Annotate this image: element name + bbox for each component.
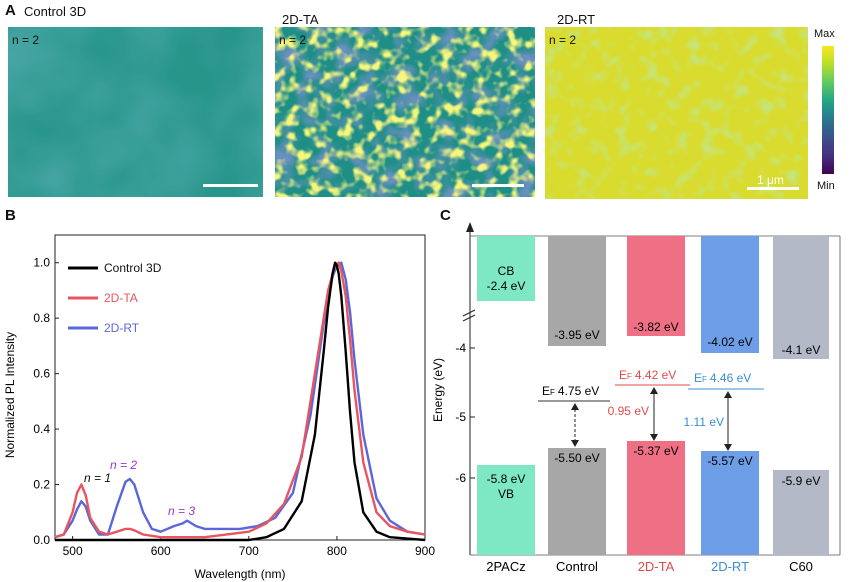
panel-c-label: C — [440, 207, 451, 224]
c60-cb-value: -4.1 eV — [782, 343, 821, 357]
2d-ta-ef-label: EF 4.42 eV — [619, 368, 676, 382]
2pacz-cb-bar — [477, 236, 535, 301]
arrowhead — [650, 387, 658, 394]
x-tick-label: 700 — [239, 544, 259, 558]
annotation-n3: n = 3 — [168, 504, 195, 518]
column-label-c60: C60 — [789, 559, 813, 574]
plot-frame — [54, 234, 426, 541]
x-tick-label: 800 — [327, 544, 347, 558]
y-axis-label: Energy (eV) — [431, 358, 445, 422]
arrowhead — [571, 440, 579, 447]
chart-legend: Control 3D 2D-TA 2D-RT — [68, 261, 162, 335]
colorbar-max-label: Max — [814, 28, 835, 40]
control-3d-title: Control 3D — [24, 4, 87, 19]
series-line-control-3d — [55, 261, 426, 542]
2pacz-vb-bar — [477, 465, 535, 555]
column-label-control: Control — [556, 559, 598, 574]
y-axis-label: Normalized PL Intensity — [3, 332, 17, 458]
y-tick-label: 1.0 — [33, 256, 50, 270]
legend-label: 2D-RT — [104, 321, 140, 335]
y-tick-label: 0.4 — [33, 422, 50, 436]
control-ef-label: EF 4.75 eV — [542, 384, 599, 398]
cb-label: CB — [498, 264, 515, 278]
x-tick-label: 600 — [151, 544, 171, 558]
series-line-2d-rt — [54, 261, 426, 539]
panel-a-label: A — [5, 2, 16, 19]
control-3d-pl-map: n = 2 — [8, 27, 263, 197]
control-vb-bar — [548, 448, 606, 555]
2d-ta-title: 2D-TA — [282, 12, 319, 27]
arrowhead — [724, 444, 732, 451]
2pacz-vb-value: -5.8 eV — [487, 472, 526, 486]
control-cb-bar — [548, 236, 606, 346]
x-tick-label: 900 — [415, 544, 435, 558]
scale-text: 1 μm — [757, 173, 784, 187]
2d-rt-cb-value: -4.02 eV — [707, 335, 752, 349]
2d-ta-vb-value: -5.37 eV — [633, 444, 678, 458]
arrowhead — [724, 391, 732, 398]
2d-ta-pl-texture — [275, 27, 535, 197]
2d-rt-vb-bar — [701, 451, 759, 555]
colorbar — [822, 46, 834, 174]
c60-vb-bar — [773, 470, 829, 555]
y-tick-label: 0.0 — [33, 533, 50, 547]
energy-level-diagram: -4 -5 -6 Energy (eV) CB -2.4 eV -5.8 eV … — [431, 222, 841, 574]
scale-bar — [203, 184, 258, 187]
n-label: n = 2 — [279, 33, 307, 47]
scale-bar — [747, 187, 799, 190]
column-label-2pacz: 2PACz — [486, 559, 526, 574]
y-tick-label: 0.8 — [33, 311, 50, 325]
y-tick-label: 0.2 — [33, 478, 50, 492]
c60-cb-bar — [773, 236, 829, 359]
panel-b-label: B — [5, 207, 16, 224]
chart-series — [54, 261, 426, 542]
y-axis-arrow — [466, 222, 474, 232]
2d-ta-cb-value: -3.82 eV — [633, 320, 678, 334]
legend-label: 2D-TA — [104, 291, 138, 305]
y-tick-label: -4 — [455, 341, 466, 355]
n-label: n = 2 — [12, 33, 40, 47]
x-axis-label: Wavelength (nm) — [195, 567, 286, 581]
colorbar-min-label: Min — [817, 180, 835, 192]
2d-rt-gap-value: 1.11 eV — [684, 415, 724, 429]
2d-rt-vb-value: -5.57 eV — [707, 454, 752, 468]
c60-vb-value: -5.9 eV — [782, 474, 821, 488]
2d-rt-pl-texture — [545, 27, 808, 199]
arrowhead — [650, 434, 658, 441]
y-tick-label: 0.6 — [33, 367, 50, 381]
control-vb-value: -5.50 eV — [554, 451, 599, 465]
axis-break-mark — [462, 309, 476, 317]
2d-rt-ef-label: EF 4.46 eV — [694, 371, 751, 385]
arrowhead — [571, 403, 579, 410]
y-tick-label: -6 — [455, 471, 466, 485]
2d-ta-cb-bar — [627, 236, 685, 336]
y-tick-label: -5 — [455, 410, 466, 424]
2d-ta-gap-value: 0.95 eV — [608, 404, 649, 418]
annotation-n1: n = 1 — [84, 471, 111, 485]
2d-ta-pl-map: n = 2 — [275, 27, 535, 197]
vb-label: VB — [498, 487, 514, 501]
2d-rt-cb-bar — [701, 236, 759, 353]
x-tick-label: 500 — [63, 544, 83, 558]
control-3d-pl-texture — [8, 27, 263, 197]
n-label: n = 2 — [549, 33, 577, 47]
column-label-2d-ta: 2D-TA — [638, 559, 675, 574]
2pacz-cb-value: -2.4 eV — [487, 279, 526, 293]
column-label-2d-rt: 2D-RT — [711, 559, 749, 574]
2d-rt-title: 2D-RT — [557, 12, 596, 27]
series-line-2d-ta — [54, 261, 426, 539]
2d-ta-vb-bar — [627, 441, 685, 555]
axis-break-mark — [462, 314, 476, 322]
pl-spectrum-chart: 500 600 700 800 900 0.0 0.2 0.4 0.6 0.8 1.0 Contro… — [3, 234, 435, 581]
control-cb-value: -3.95 eV — [554, 328, 599, 342]
annotation-n2: n = 2 — [110, 458, 137, 472]
legend-label: Control 3D — [104, 261, 162, 275]
scale-bar — [472, 184, 524, 187]
2d-rt-pl-map: n = 2 1 μm — [545, 27, 808, 199]
